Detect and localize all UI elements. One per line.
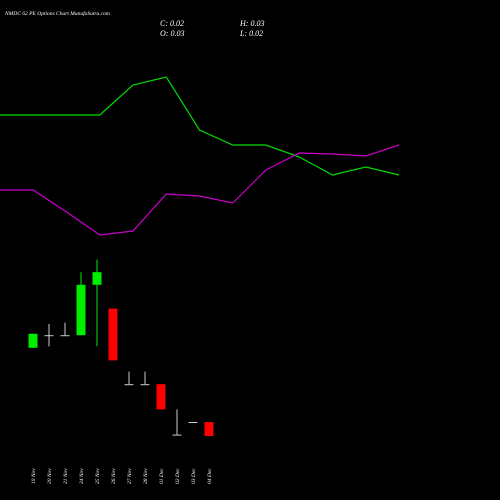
indicator-line: [0, 76, 400, 176]
candle-body: [44, 335, 54, 337]
info-low: L: 0.02: [239, 29, 263, 38]
x-tick-label: 21 Nov: [63, 468, 69, 484]
info-high: H: 0.03: [239, 19, 264, 28]
candle-body: [188, 422, 198, 423]
candle-body: [76, 284, 86, 336]
candle-body: [204, 422, 214, 436]
chart-title: NMDC 62 PE Options Chart MunafaSutra.com: [4, 10, 110, 17]
candle-body: [92, 272, 102, 285]
x-tick-label: 28 Nov: [143, 468, 149, 484]
x-tick-label: 01 Dec: [159, 468, 165, 484]
x-tick-label: 20 Nov: [47, 468, 53, 484]
x-tick-label: 25 Nov: [95, 468, 101, 484]
candle-body: [108, 308, 118, 361]
candle-body: [156, 384, 166, 410]
info-open: O: 0.03: [160, 29, 184, 38]
x-tick-label: 26 Nov: [111, 468, 117, 484]
x-tick-label: 24 Nov: [78, 468, 85, 484]
x-tick-label: 03 Dec: [191, 468, 197, 484]
x-tick-label: 27 Nov: [127, 468, 133, 484]
candle-body: [140, 384, 150, 386]
candle-body: [28, 333, 38, 348]
indicator-line: [0, 144, 400, 236]
x-tick-label: 04 Dec: [206, 468, 213, 484]
candle-body: [60, 335, 70, 337]
info-close: C: 0.02: [160, 19, 184, 28]
x-tick-label: 19 Nov: [31, 468, 37, 484]
candle-body: [124, 384, 134, 386]
x-tick-label: 02 Dec: [175, 468, 181, 484]
candle-body: [172, 434, 182, 436]
